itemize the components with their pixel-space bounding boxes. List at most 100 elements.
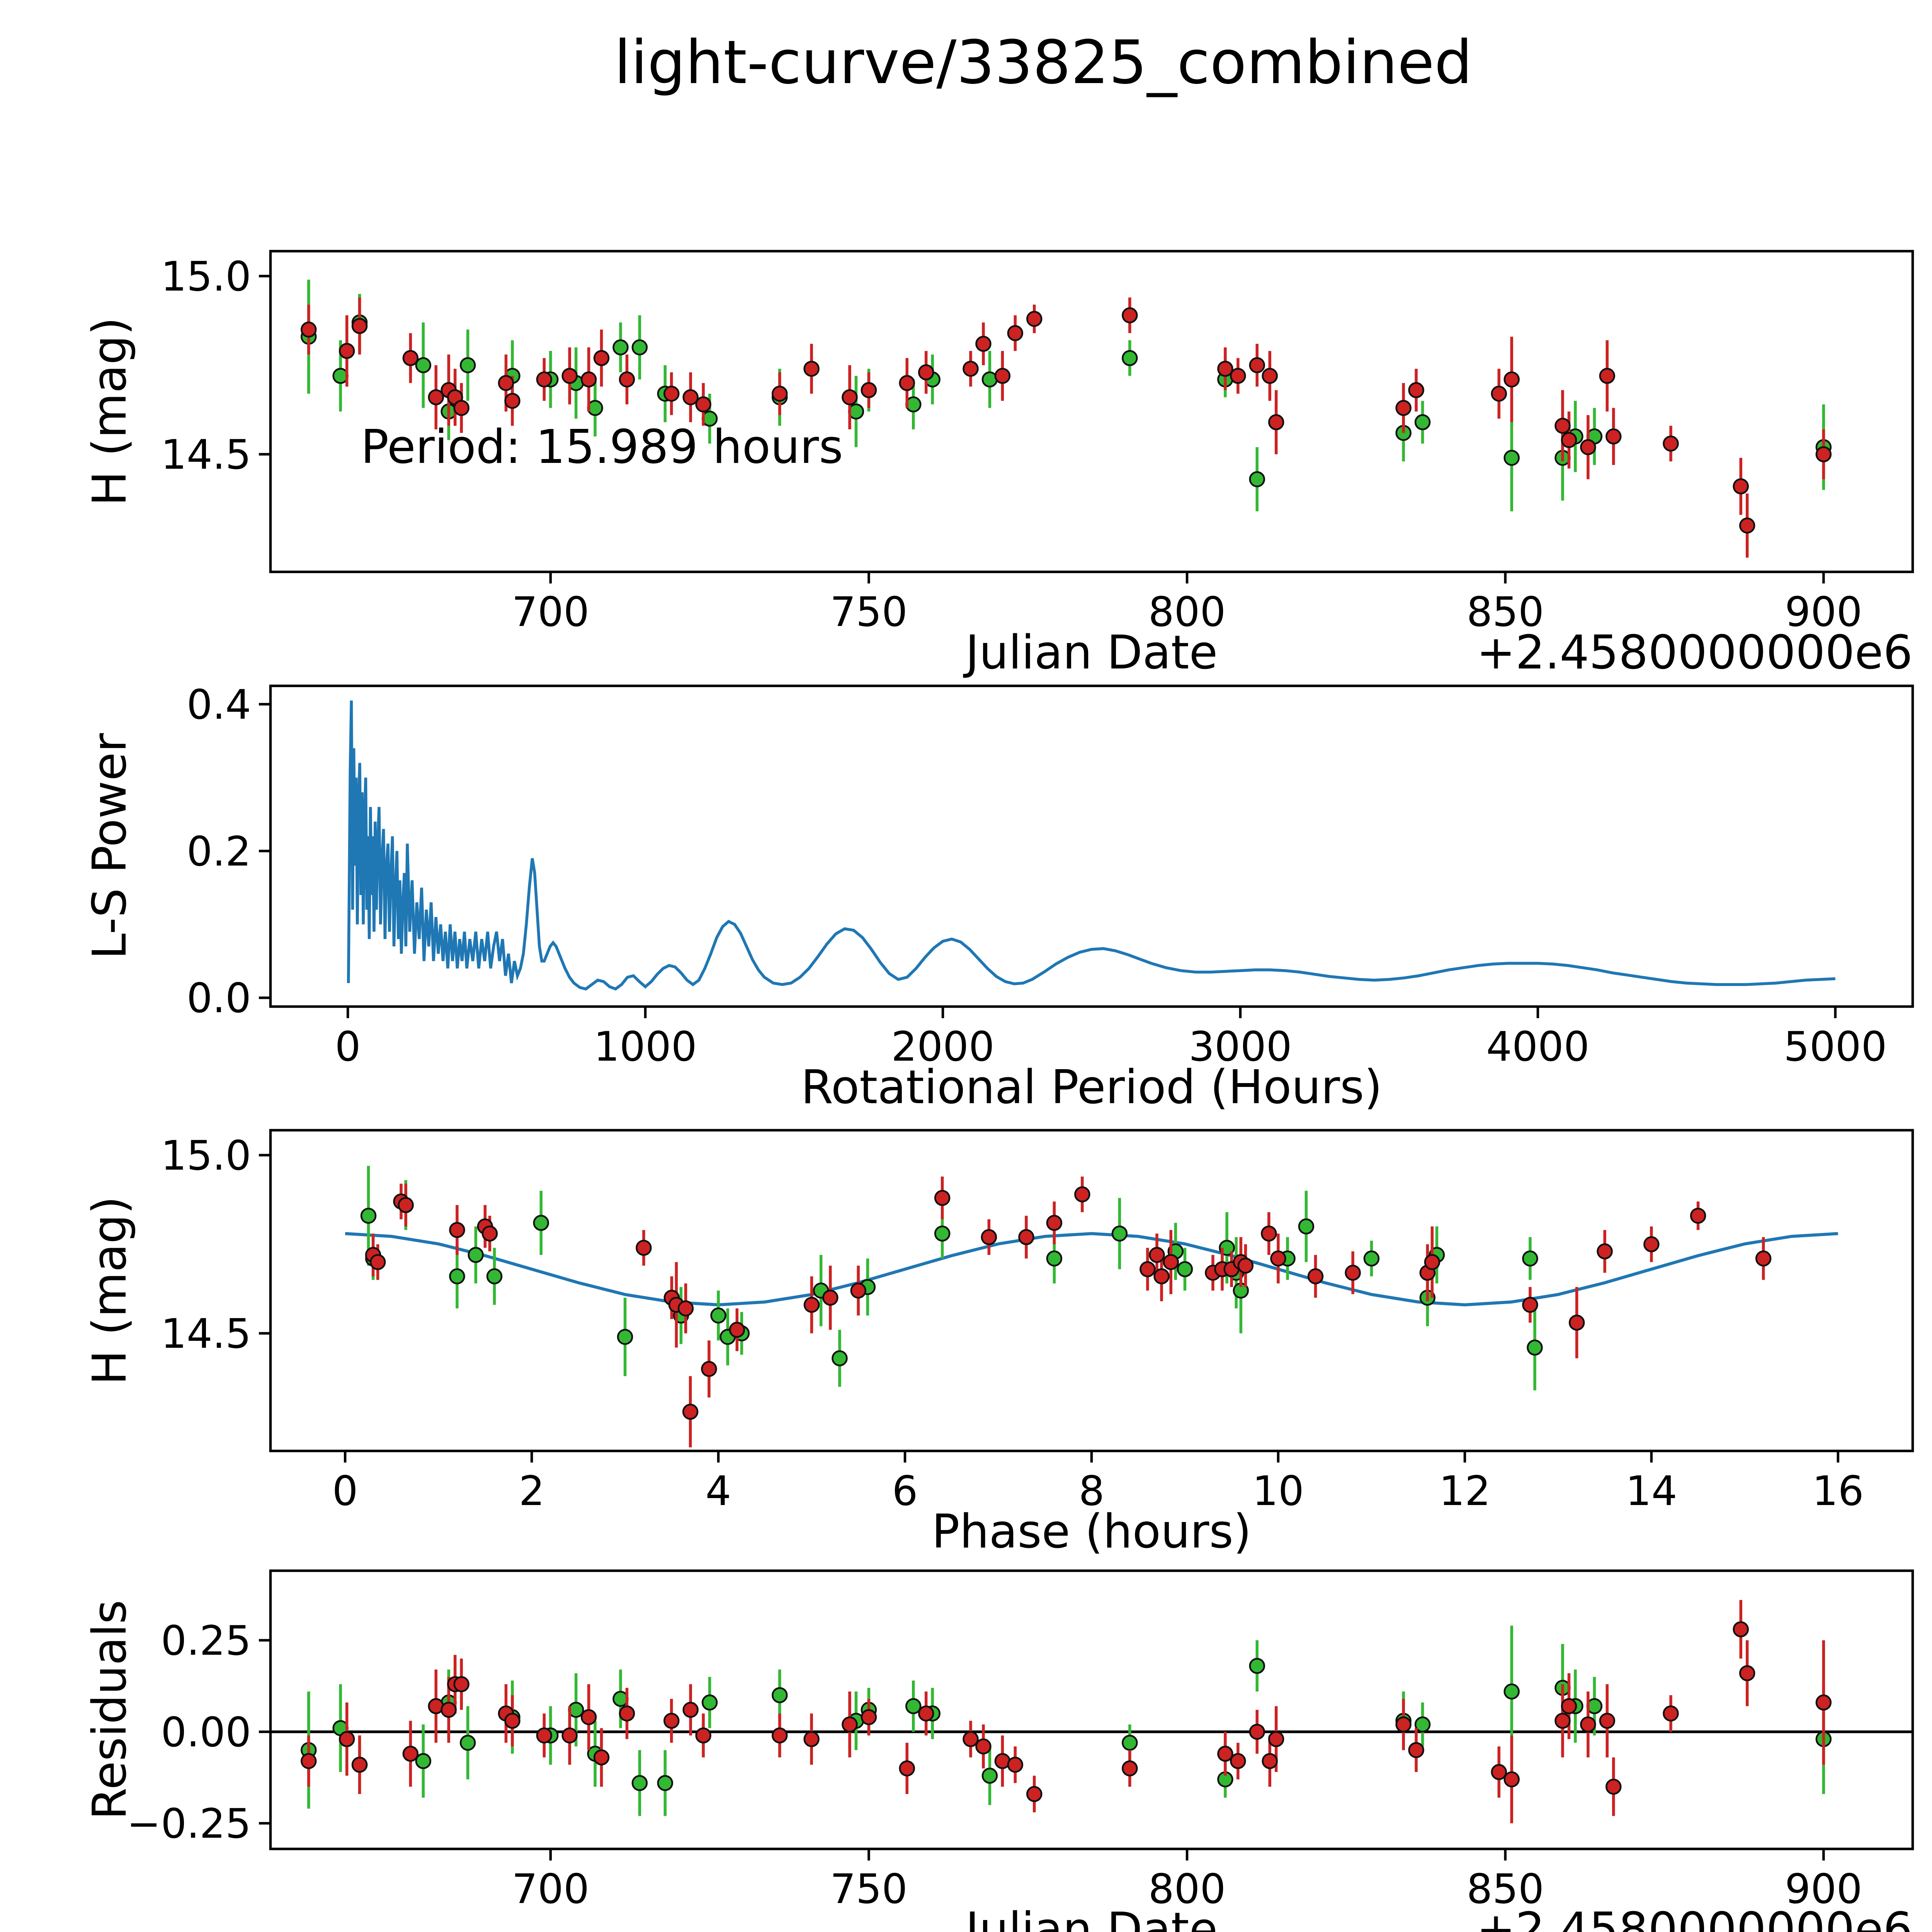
residuals-red-point (580, 1709, 597, 1725)
lightcurve_jd-red-point (428, 389, 444, 405)
residuals-red-point (1408, 1742, 1424, 1758)
lightcurve_jd-red-point (772, 386, 788, 402)
lightcurve_jd-red-point (1503, 371, 1520, 388)
phase-red-point (1597, 1243, 1613, 1260)
lightcurve_jd-red-point (498, 375, 514, 391)
lightcurve_jd-red-point (682, 389, 699, 405)
lightcurve_jd-green-point (1122, 350, 1138, 366)
svg-text:0: 0 (332, 1468, 358, 1515)
svg-text:850: 850 (1467, 588, 1544, 636)
residuals-x-axis: 700 750 800 850 900 (512, 1849, 1862, 1913)
residuals-green-point (415, 1753, 432, 1769)
lightcurve_jd-green-point (1503, 450, 1520, 466)
phase-red-point (636, 1240, 652, 1256)
lightcurve_jd-red-point (536, 371, 553, 388)
panel-lightcurve_jd: 700 750 800 850 900 14.5 15.0 Julian Date +2.458… (83, 250, 1914, 680)
lightcurve_jd-red-point (994, 368, 1011, 384)
phase-red-point (729, 1321, 745, 1338)
residuals-red-point (402, 1745, 419, 1762)
lightcurve_jd-red-point (861, 382, 877, 398)
phase-red-point (682, 1403, 699, 1420)
phase-ylabel: H (mag) (83, 1196, 137, 1385)
phase-series-green (360, 1166, 1543, 1391)
residuals-red-point (803, 1731, 820, 1747)
lightcurve_jd-red-point (1733, 478, 1749, 495)
residuals-red-point (1663, 1705, 1679, 1722)
svg-text:850: 850 (1467, 1866, 1544, 1913)
residuals-green-point (1122, 1735, 1138, 1751)
lightcurve_jd-spines (269, 250, 1914, 573)
lightcurve_jd-red-point (1007, 325, 1024, 341)
svg-text:1000: 1000 (594, 1023, 697, 1070)
svg-text:0.00: 0.00 (161, 1709, 251, 1756)
panel-residuals: 700 750 800 850 900 −0.25 0.00 0.25 Julian Date +… (83, 1569, 1914, 1932)
lightcurve_jd-red-point (1815, 446, 1832, 463)
lightcurve_jd-red-point (803, 361, 820, 377)
periodogram-ylabel: L-S Power (83, 733, 137, 959)
residuals-red-point (1491, 1764, 1507, 1780)
phase-green-point (486, 1268, 503, 1284)
phase-red-point (1755, 1250, 1772, 1267)
phase-red-point (1139, 1261, 1156, 1277)
residuals-red-point (695, 1727, 711, 1744)
svg-text:900: 900 (1785, 1866, 1862, 1913)
lightcurve_jd-red-point (1739, 517, 1755, 534)
svg-text:0.0: 0.0 (187, 975, 251, 1022)
residuals-red-point (1395, 1716, 1412, 1733)
lightcurve_jd-x-axis: 700 750 800 850 900 (512, 572, 1862, 636)
lightcurve_jd-red-point (1554, 418, 1571, 434)
lightcurve_jd-series-red (301, 297, 1832, 558)
residuals-red-point (301, 1753, 317, 1769)
lightcurve_jd-red-point (695, 396, 711, 413)
residuals-green-point (981, 1767, 998, 1784)
lightcurve_jd-ylabel: H (mag) (83, 317, 137, 506)
lightcurve_jd-xlabel: Julian Date (963, 626, 1218, 680)
residuals-red-point (899, 1760, 915, 1777)
residuals-axis-offset-text: +2.4580000000e6 (1476, 1903, 1913, 1932)
residuals-red-point (1026, 1786, 1043, 1802)
residuals-red-point (842, 1716, 858, 1733)
phase-green-point (1111, 1225, 1128, 1242)
phase-red-point (1074, 1186, 1090, 1202)
residuals-red-point (1815, 1694, 1832, 1711)
residuals-red-point (1599, 1713, 1616, 1729)
phase-red-point (1568, 1315, 1585, 1331)
lightcurve_jd-red-point (402, 350, 419, 366)
residuals-red-point (1739, 1665, 1755, 1682)
lightcurve_jd-red-point (975, 336, 992, 352)
phase-spines (269, 1129, 1914, 1452)
residuals-red-point (1580, 1716, 1596, 1733)
residuals-red-point (1230, 1753, 1246, 1769)
lightcurve_jd-red-point (1580, 439, 1596, 455)
residuals-green-point (701, 1694, 718, 1711)
phase-y-axis: 14.5 15.0 (161, 1132, 270, 1357)
residuals-red-point (619, 1705, 635, 1722)
residuals-red-point (861, 1709, 877, 1725)
phase-red-point (1046, 1215, 1063, 1231)
fit-curve-line (345, 1232, 1838, 1306)
residuals-red-point (1249, 1724, 1265, 1740)
phase-red-point (481, 1225, 498, 1242)
residuals-red-point (453, 1676, 469, 1692)
phase-plot-area (345, 1166, 1838, 1447)
residuals-green-point (631, 1775, 648, 1791)
svg-text:800: 800 (1148, 588, 1226, 636)
lightcurve_jd-red-point (663, 386, 680, 402)
residuals-green-point (1503, 1683, 1520, 1700)
phase-red-point (1345, 1265, 1361, 1281)
phase-red-point (677, 1300, 694, 1316)
svg-text:5000: 5000 (1784, 1023, 1887, 1070)
phase-red-point (934, 1190, 951, 1206)
lightcurve_jd-red-point (580, 371, 597, 388)
svg-text:800: 800 (1148, 1866, 1226, 1913)
phase-green-point (449, 1268, 465, 1284)
lightcurve_jd-red-point (338, 343, 355, 359)
svg-text:16: 16 (1812, 1468, 1864, 1515)
lightcurve_jd-red-point (842, 389, 858, 405)
phase-red-point (1270, 1250, 1286, 1267)
lightcurve_jd-red-point (561, 368, 578, 384)
svg-text:12: 12 (1439, 1468, 1491, 1515)
